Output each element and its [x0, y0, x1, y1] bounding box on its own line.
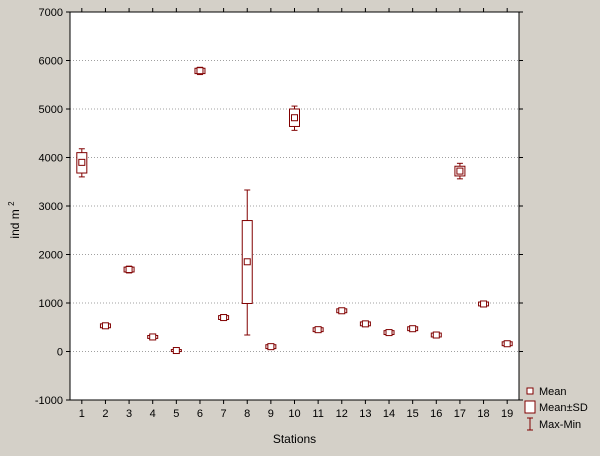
x-tick-label: 16	[430, 408, 442, 420]
x-tick-label: 10	[288, 408, 300, 420]
y-tick-label: 2000	[39, 250, 63, 262]
y-tick-label: 7000	[39, 7, 63, 19]
y-tick-label: 3000	[39, 201, 63, 213]
x-tick-label: 15	[407, 408, 419, 420]
y-tick-label: 0	[57, 347, 63, 359]
plot-area	[70, 12, 519, 400]
mean-marker-15	[409, 325, 417, 333]
y-tick-label: 1000	[39, 298, 63, 310]
y-axis-title-main: ind m	[8, 209, 22, 238]
legend: Mean Mean±SD Max-Min	[524, 386, 588, 431]
legend-mean-marker	[526, 387, 534, 395]
x-tick-label: 8	[244, 408, 250, 420]
mean-marker-7	[220, 314, 228, 322]
mean-marker-16	[432, 331, 440, 339]
mean-marker-8	[243, 258, 251, 266]
legend-sd-marker	[524, 400, 536, 414]
mean-marker-3	[125, 266, 133, 274]
x-tick-label: 2	[102, 408, 108, 420]
x-tick-label: 11	[312, 408, 323, 420]
mean-marker-12	[338, 307, 346, 315]
mean-marker-5	[172, 347, 180, 355]
x-tick-label: 5	[173, 408, 179, 420]
y-tick-label: 6000	[39, 56, 63, 68]
x-axis-title: Stations	[273, 432, 316, 446]
mean-marker-9	[267, 343, 275, 351]
x-tick-label: 3	[126, 408, 132, 420]
mean-marker-2	[101, 322, 109, 330]
y-tick-label: 4000	[39, 153, 63, 165]
x-tick-label: 13	[359, 408, 371, 420]
mean-marker-4	[149, 333, 157, 341]
x-tick-label: 18	[477, 408, 489, 420]
mean-marker-18	[480, 300, 488, 308]
y-tick-label: -1000	[35, 395, 63, 407]
x-tick-label: 12	[336, 408, 348, 420]
x-tick-label: 6	[197, 408, 203, 420]
data-marks	[76, 66, 513, 355]
legend-mean-label: Mean	[539, 386, 567, 398]
mean-marker-17	[456, 167, 464, 175]
mean-marker-19	[503, 340, 511, 348]
y-axis-title-superscript: 2	[7, 201, 16, 206]
mean-marker-13	[361, 320, 369, 328]
x-tick-label: 17	[454, 408, 466, 420]
x-tick-label: 1	[79, 408, 85, 420]
x-tick-label: 19	[501, 408, 513, 420]
mean-marker-1	[78, 158, 86, 166]
y-axis-title: ind m 2	[7, 201, 22, 239]
mean-marker-10	[291, 114, 298, 122]
x-tick-label: 9	[268, 408, 274, 420]
mean-marker-6	[196, 67, 204, 75]
x-tick-label: 14	[383, 408, 395, 420]
mean-marker-11	[314, 326, 322, 334]
y-axis-title-group: ind m 2	[7, 201, 22, 239]
y-tick-label: 5000	[39, 104, 63, 116]
legend-maxmin-label: Max-Min	[539, 419, 581, 431]
mean-marker-14	[385, 329, 393, 337]
x-tick-label: 4	[150, 408, 156, 420]
legend-sd-label: Mean±SD	[539, 402, 588, 414]
x-tick-label: 7	[221, 408, 227, 420]
